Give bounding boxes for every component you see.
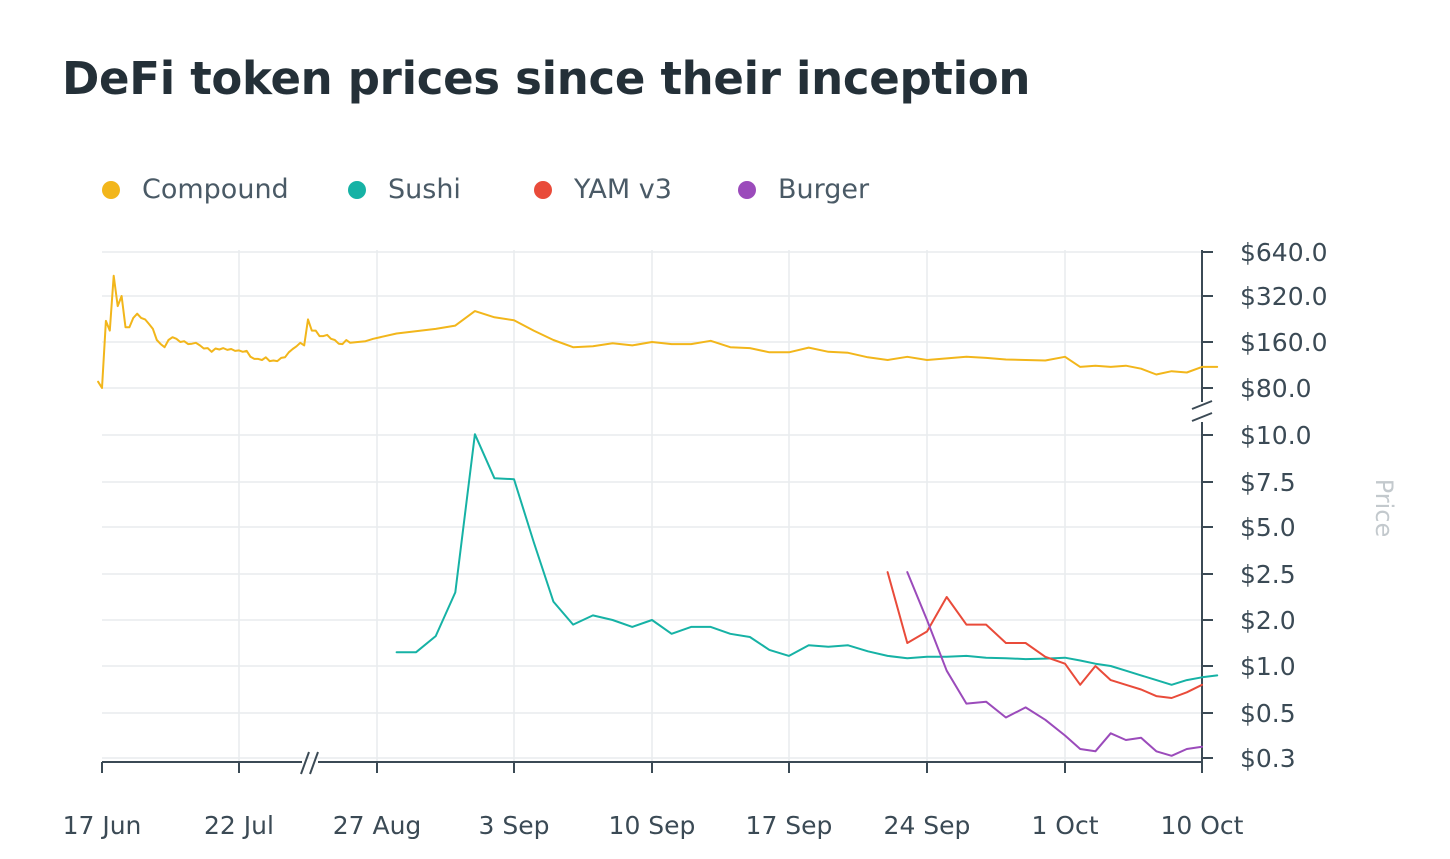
y-axis-break-marker [1191,400,1213,422]
legend-marker [534,180,552,199]
chart-title: DeFi token prices since their inception [62,52,1031,105]
y-tick-label: $2.5 [1240,560,1296,589]
legend-marker [738,180,756,199]
series-line-burger [906,571,1203,757]
legend-marker [348,180,366,199]
legend-item[interactable]: YAM v3 [534,174,672,205]
y-axis-title: Price [1370,479,1398,538]
x-tick-label: 3 Sep [479,811,550,840]
legend-item[interactable]: Burger [738,174,869,205]
legend-label: YAM v3 [574,174,672,205]
y-tick-label: $0.3 [1240,744,1296,773]
legend-marker [102,180,120,199]
y-tick-label: $80.0 [1240,374,1312,403]
legend-label: Sushi [388,174,461,205]
legend-label: Compound [142,174,289,205]
y-tick-label: $320.0 [1240,282,1327,311]
legend-item[interactable]: Sushi [348,174,461,205]
y-tick-label: $1.0 [1240,652,1296,681]
legend-item[interactable]: Compound [102,174,289,205]
x-tick-label: 27 Aug [333,811,422,840]
series-line-sushi [395,433,1219,686]
grid-lines [102,250,1202,762]
x-tick-label: 17 Jun [63,811,142,840]
series-line-yam-v3 [886,571,1203,699]
y-tick-label: $0.5 [1240,699,1296,728]
x-axis: 17 Jun 22 Jul 27 Aug 3 Sep 10 Sep 17 Sep 24 Se… [63,751,1244,840]
y-tick-label: $10.0 [1240,421,1312,450]
x-tick-label: 22 Jul [204,811,274,840]
x-tick-label: 17 Sep [746,811,833,840]
x-tick-label: 24 Sep [884,811,971,840]
series-line-compound [97,274,1219,389]
x-tick-label: 10 Oct [1161,811,1244,840]
y-axis: $0.3 $0.5 $1.0 $2.0 $2.5 $5.0 $7.5 $10.0 $80.0 $1… [1191,238,1398,773]
y-tick-label: $5.0 [1240,513,1296,542]
y-tick-label: $160.0 [1240,328,1327,357]
y-tick-label: $2.0 [1240,606,1296,635]
series-lines [97,274,1219,757]
x-tick-label: 10 Sep [609,811,696,840]
y-tick-label: $640.0 [1240,238,1327,267]
x-tick-label: 1 Oct [1031,811,1098,840]
legend-label: Burger [778,174,870,205]
x-axis-break-marker [300,751,319,775]
y-tick-label: $7.5 [1240,468,1296,497]
